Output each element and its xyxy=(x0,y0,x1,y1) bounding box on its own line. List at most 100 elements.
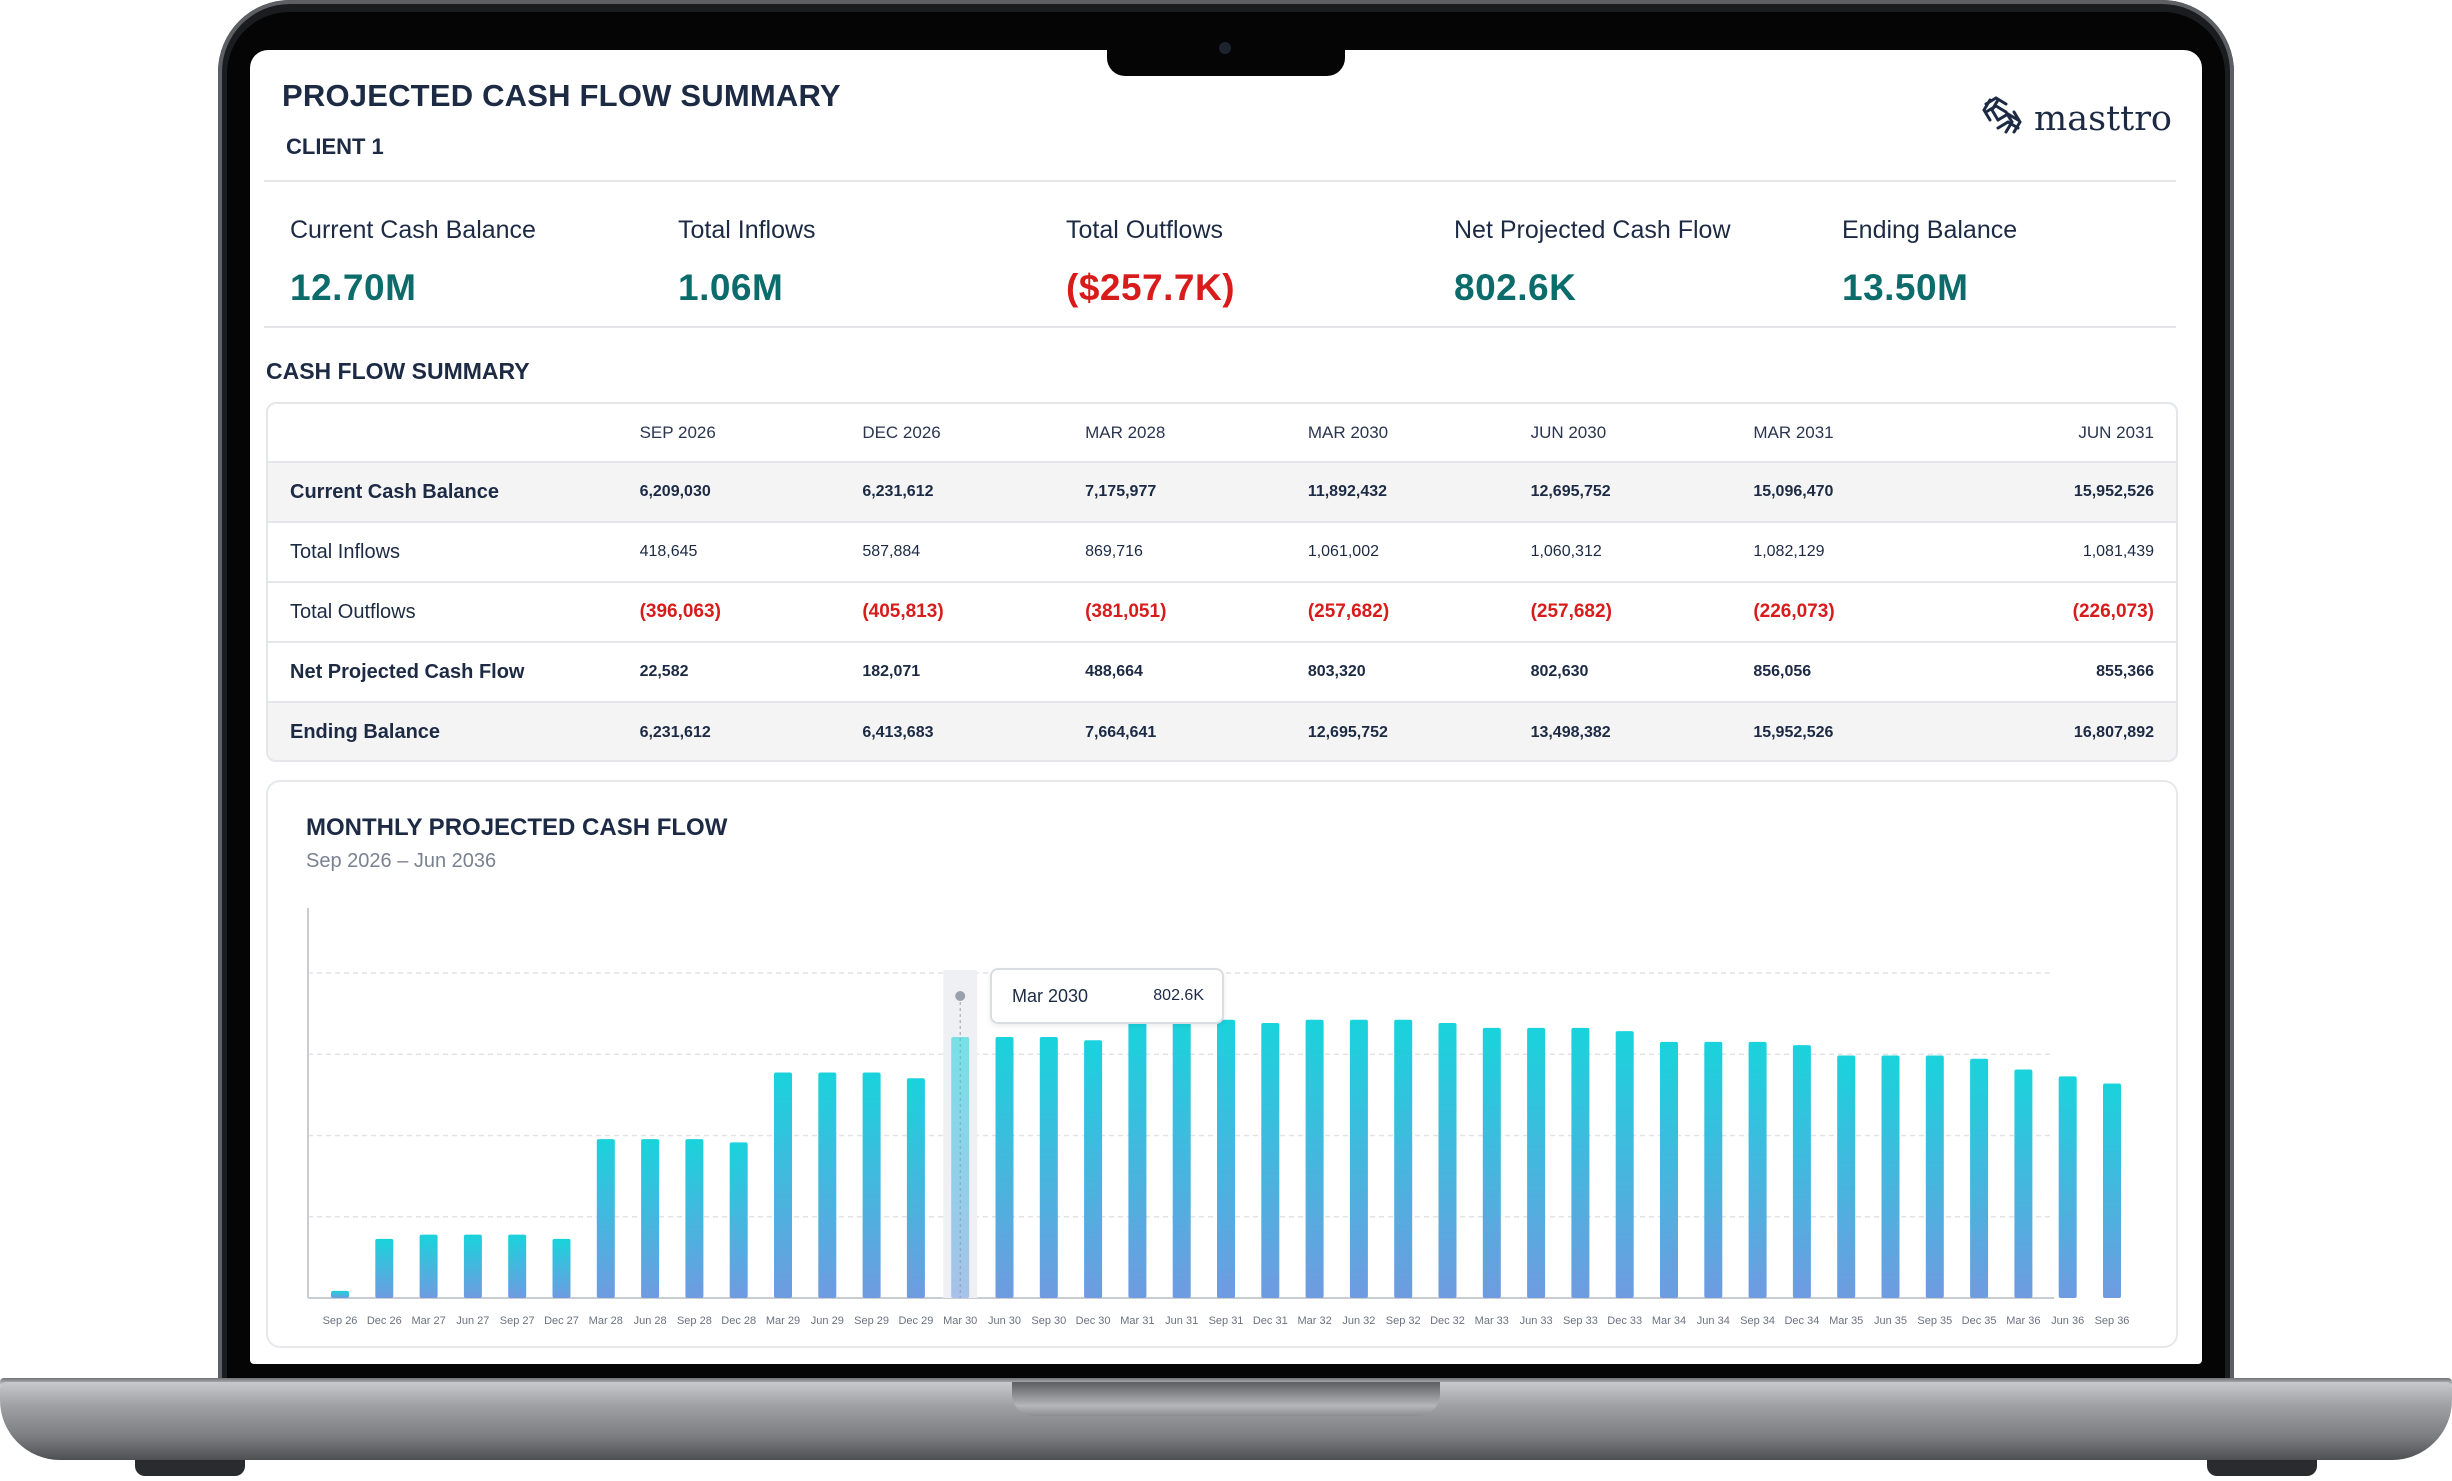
x-tick-label: Dec 32 xyxy=(1430,1315,1465,1327)
chart-bar[interactable] xyxy=(375,1238,394,1298)
chart-bar[interactable] xyxy=(1349,1019,1368,1298)
chart-bar[interactable] xyxy=(1084,1040,1103,1298)
kpi-value: ($257.7K) xyxy=(1066,267,1236,308)
x-tick-label: Dec 30 xyxy=(1076,1315,1111,1327)
table-cell: 7,175,977 xyxy=(1085,461,1308,522)
table-cell: (381,051) xyxy=(1085,581,1308,642)
x-tick-label: Sep 29 xyxy=(854,1315,889,1327)
brand-logo: masttro xyxy=(1980,94,2172,143)
kpi-value: 12.70M xyxy=(290,267,417,308)
x-tick-label: Jun 36 xyxy=(2051,1315,2084,1327)
column-header: DEC 2026 xyxy=(862,422,941,442)
kpi-value: 1.06M xyxy=(678,267,784,308)
x-tick-label: Mar 31 xyxy=(1120,1315,1154,1327)
x-tick-label: Sep 36 xyxy=(2095,1315,2130,1327)
row-label: Current Cash Balance xyxy=(268,461,640,522)
summary-table: SEP 2026 DEC 2026 MAR 2028 MAR 2030 JUN … xyxy=(268,404,2176,760)
kpi-value: 802.6K xyxy=(1454,267,1577,308)
x-tick-label: Sep 34 xyxy=(1740,1315,1775,1327)
column-header: MAR 2028 xyxy=(1085,422,1166,442)
chart-bar[interactable] xyxy=(2103,1083,2121,1299)
chart-bar[interactable] xyxy=(1881,1055,1900,1298)
x-tick-label: Sep 26 xyxy=(323,1315,358,1327)
laptop-lid-opener xyxy=(1012,1382,1440,1416)
x-tick-label: Mar 27 xyxy=(411,1315,445,1327)
chart-bar[interactable] xyxy=(1438,1023,1457,1298)
x-tick-label: Sep 31 xyxy=(1209,1315,1244,1327)
table-row: Total Outflows (396,063) (405,813) (381,… xyxy=(268,581,2176,642)
chart-bar[interactable] xyxy=(1970,1058,1989,1298)
table-cell: 1,060,312 xyxy=(1530,521,1754,582)
chart-bar[interactable] xyxy=(685,1139,704,1298)
chart-bar[interactable] xyxy=(951,1037,970,1298)
chart-bar[interactable] xyxy=(1615,1031,1634,1298)
x-tick-label: Jun 35 xyxy=(1874,1315,1907,1327)
column-header: SEP 2026 xyxy=(639,422,716,442)
chart-bar[interactable] xyxy=(862,1072,881,1298)
cash-flow-summary-table: SEP 2026 DEC 2026 MAR 2028 MAR 2030 JUN … xyxy=(266,402,2178,762)
chart-bar[interactable] xyxy=(508,1234,527,1298)
chart-bar[interactable] xyxy=(1394,1019,1413,1298)
x-tick-label: Mar 29 xyxy=(766,1315,800,1327)
kpi-label: Total Outflows xyxy=(1066,216,1224,244)
x-tick-label: Jun 29 xyxy=(811,1315,844,1327)
table-cell: (257,682) xyxy=(1530,581,1754,642)
chart-bar[interactable] xyxy=(641,1139,660,1298)
chart-bar[interactable] xyxy=(1571,1027,1590,1298)
row-label: Total Outflows xyxy=(268,581,640,642)
chart-bar[interactable] xyxy=(1217,1019,1235,1298)
chart-bar[interactable] xyxy=(1482,1027,1501,1298)
chart-bar[interactable] xyxy=(729,1142,748,1298)
chart-bar[interactable] xyxy=(818,1072,837,1298)
table-cell: 802,630 xyxy=(1530,641,1754,702)
chart-bar[interactable] xyxy=(596,1139,615,1298)
x-tick-label: Dec 33 xyxy=(1607,1315,1642,1327)
chart-bar[interactable] xyxy=(1527,1027,1546,1298)
chart-bar[interactable] xyxy=(995,1037,1014,1298)
chart-bar[interactable] xyxy=(774,1072,792,1298)
chart-bar[interactable] xyxy=(1261,1023,1280,1298)
table-row: Current Cash Balance 6,209,030 6,231,612… xyxy=(268,461,2176,522)
x-tick-label: Dec 31 xyxy=(1253,1315,1288,1327)
chart-bar[interactable] xyxy=(331,1290,349,1298)
table-cell: 13,498,382 xyxy=(1530,701,1754,760)
table-cell: 856,056 xyxy=(1753,641,1977,702)
chart-bar[interactable] xyxy=(906,1078,925,1298)
chart-bar[interactable] xyxy=(419,1234,438,1298)
table-cell: 1,061,002 xyxy=(1307,521,1531,582)
chart-bar[interactable] xyxy=(1925,1055,1944,1298)
x-tick-label: Dec 35 xyxy=(1962,1315,1997,1327)
table-cell: 1,081,439 xyxy=(1976,521,2176,582)
chart-bar[interactable] xyxy=(1748,1041,1767,1298)
x-tick-label: Dec 29 xyxy=(898,1315,933,1327)
kpi-value: 13.50M xyxy=(1842,267,1969,308)
table-cell: (226,073) xyxy=(1753,581,1977,642)
row-label: Total Inflows xyxy=(268,521,640,582)
kpi-net-projected-cash-flow: Net Projected Cash Flow 802.6K xyxy=(1454,216,1834,309)
chart-bar[interactable] xyxy=(2058,1076,2077,1298)
chart-bar[interactable] xyxy=(463,1234,482,1298)
table-cell: 488,664 xyxy=(1085,641,1308,702)
chart-bar[interactable] xyxy=(552,1238,571,1298)
table-cell: (226,073) xyxy=(1976,581,2176,642)
chart-bar[interactable] xyxy=(2014,1069,2033,1298)
chart-bar[interactable] xyxy=(1660,1041,1678,1298)
chart-bar[interactable] xyxy=(1172,1019,1191,1298)
chart-bar[interactable] xyxy=(1128,1019,1147,1298)
table-header-row: SEP 2026 DEC 2026 MAR 2028 MAR 2030 JUN … xyxy=(268,404,2176,462)
chart-bar[interactable] xyxy=(1792,1045,1811,1298)
column-header: MAR 2030 xyxy=(1307,422,1389,442)
chart-bar[interactable] xyxy=(1704,1041,1723,1298)
table-cell: (405,813) xyxy=(862,581,1086,642)
chart-bar[interactable] xyxy=(1837,1055,1856,1298)
x-tick-label: Sep 33 xyxy=(1563,1315,1598,1327)
chart-bar[interactable] xyxy=(1305,1019,1324,1298)
kpi-current-cash-balance: Current Cash Balance 12.70M xyxy=(290,216,670,309)
chart-bar[interactable] xyxy=(1039,1037,1058,1298)
table-cell: 6,209,030 xyxy=(639,461,863,522)
x-tick-label: Mar 32 xyxy=(1297,1315,1331,1327)
section-title: CASH FLOW SUMMARY xyxy=(266,358,530,384)
kpi-label: Net Projected Cash Flow xyxy=(1454,216,1731,244)
camera-icon xyxy=(1219,42,1231,54)
column-header: MAR 2031 xyxy=(1753,422,1834,442)
